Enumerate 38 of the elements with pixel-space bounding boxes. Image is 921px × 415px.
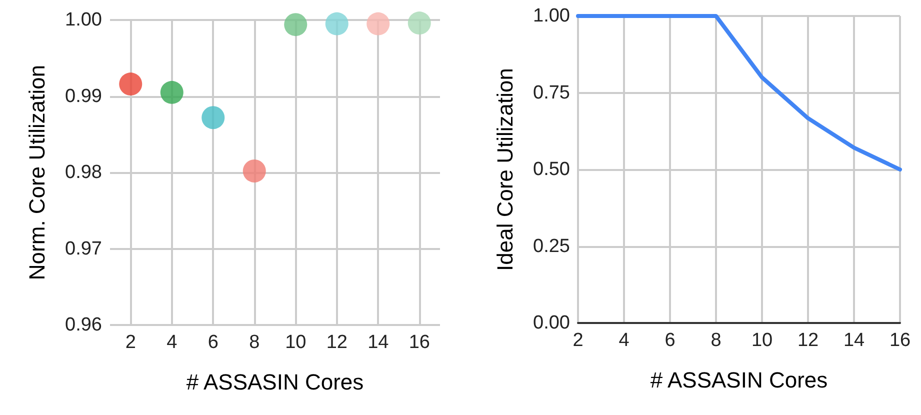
point xyxy=(119,72,142,96)
y-tick-label: 1.00 xyxy=(533,6,570,26)
x-tick-label: 6 xyxy=(664,330,676,351)
y-tick-label: 0.98 xyxy=(65,162,102,183)
point xyxy=(242,159,266,182)
x-axis-title: # ASSASIN Cores xyxy=(186,370,364,394)
x-tick-label: 14 xyxy=(368,332,390,353)
x-tick-label: 8 xyxy=(710,330,722,351)
x-tick-label: 10 xyxy=(751,330,773,351)
y-tick-label: 0.99 xyxy=(65,86,102,107)
x-tick-label: 8 xyxy=(249,332,260,353)
x-tick-label: 12 xyxy=(797,330,819,351)
x-tick-label: 12 xyxy=(326,332,348,353)
point xyxy=(284,13,308,36)
y-tick-label: 0.00 xyxy=(533,312,570,334)
point xyxy=(160,80,184,104)
y-tick-label: 1.00 xyxy=(65,10,102,30)
y-tick-label: 0.25 xyxy=(533,236,570,257)
x-tick-label: 10 xyxy=(285,332,306,353)
y-tick-label: 0.97 xyxy=(65,238,102,260)
x-tick-label: 16 xyxy=(408,332,430,353)
y-axis-title: Ideal Core Utilization xyxy=(492,68,518,271)
point xyxy=(366,12,390,36)
x-axis-title: # ASSASIN Cores xyxy=(650,368,828,392)
x-tick-label: 6 xyxy=(208,332,218,353)
x-tick-label: 2 xyxy=(572,330,584,351)
x-tick-label: 16 xyxy=(889,330,911,351)
y-tick-label: 0.96 xyxy=(65,314,102,336)
x-tick-label: 4 xyxy=(618,330,630,351)
x-tick-label: 2 xyxy=(125,332,136,353)
point xyxy=(202,106,225,130)
point xyxy=(408,12,431,35)
y-axis-title: Norm. Core Utilization xyxy=(24,64,50,280)
x-tick-label: 4 xyxy=(166,332,178,353)
x-tick-label: 14 xyxy=(843,330,865,351)
y-tick-label: 0.75 xyxy=(533,82,570,104)
point xyxy=(325,12,348,36)
y-tick-label: 0.50 xyxy=(533,159,570,180)
